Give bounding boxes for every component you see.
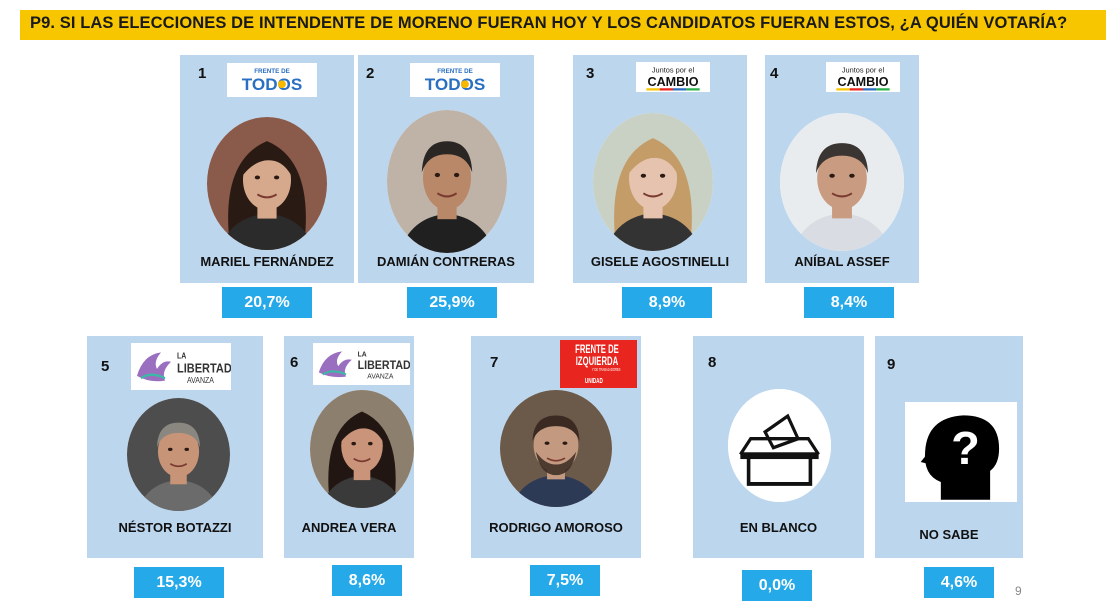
- svg-text:LA: LA: [177, 351, 187, 361]
- header-bar: [20, 10, 1106, 40]
- vote-percentage: 20,7%: [222, 287, 312, 318]
- option-name: GISELE AGOSTINELLI: [590, 254, 730, 269]
- frente-de-todos-logo: FRENTE DE TODOS: [227, 63, 317, 97]
- svg-text:LA: LA: [358, 351, 367, 358]
- svg-text:TODOS: TODOS: [425, 76, 485, 94]
- vote-percentage: 4,6%: [924, 567, 994, 598]
- svg-text:Juntos por el: Juntos por el: [842, 65, 885, 74]
- la-libertad-avanza-logo: LA LIBERTAD AVANZA: [131, 343, 231, 390]
- question-head-icon: ?: [905, 402, 1017, 502]
- svg-text:CAMBIO: CAMBIO: [838, 75, 889, 89]
- svg-text:FRENTE DE: FRENTE DE: [254, 68, 290, 75]
- svg-text:FRENTE DE: FRENTE DE: [437, 68, 473, 75]
- svg-text:TODOS: TODOS: [242, 76, 302, 94]
- option-number: 5: [101, 358, 110, 375]
- option-number: 2: [366, 65, 375, 82]
- svg-text:Y DE TRABAJADORES: Y DE TRABAJADORES: [592, 368, 621, 373]
- candidate-photo-damian-contreras: [387, 110, 507, 253]
- juntos-por-el-cambio-logo: Juntos por el CAMBIO: [826, 62, 900, 92]
- option-name: NÉSTOR BOTAZZI: [118, 520, 232, 535]
- svg-text:UNIDAD: UNIDAD: [585, 378, 603, 385]
- option-name: ANÍBAL ASSEF: [794, 254, 890, 269]
- vote-percentage: 0,0%: [742, 570, 812, 601]
- svg-text:AVANZA: AVANZA: [367, 374, 393, 381]
- la-libertad-avanza-logo: LA LIBERTAD AVANZA: [313, 343, 410, 385]
- option-number: 3: [586, 65, 595, 82]
- vote-percentage: 25,9%: [407, 287, 497, 318]
- candidate-photo-nestor-botazzi: [127, 398, 230, 511]
- vote-percentage: 8,4%: [804, 287, 894, 318]
- page-title: P9. SI LAS ELECCIONES DE INTENDENTE DE M…: [30, 14, 1068, 32]
- vote-percentage: 7,5%: [530, 565, 600, 596]
- svg-text:AVANZA: AVANZA: [187, 375, 215, 385]
- svg-text:?: ?: [951, 422, 980, 474]
- page-number: 9: [1015, 584, 1022, 598]
- juntos-por-el-cambio-logo: Juntos por el CAMBIO: [636, 62, 710, 92]
- candidate-photo-gisele-agostinelli: [593, 113, 713, 251]
- candidate-photo-mariel-fernandez: [207, 117, 327, 250]
- option-name: EN BLANCO: [739, 520, 818, 535]
- frente-de-izquierda-logo: FRENTE DE IZQUIERDA Y DE TRABAJADORES UNIDA…: [560, 340, 637, 388]
- option-number: 9: [887, 356, 896, 373]
- vote-percentage: 15,3%: [134, 567, 224, 598]
- svg-text:FRENTE DE: FRENTE DE: [575, 344, 619, 357]
- option-number: 6: [290, 354, 299, 371]
- vote-percentage: 8,9%: [622, 287, 712, 318]
- option-name: ANDREA VERA: [301, 520, 397, 535]
- option-name: DAMIÁN CONTRERAS: [377, 254, 515, 269]
- option-name: RODRIGO AMOROSO: [489, 520, 623, 535]
- option-name: MARIEL FERNÁNDEZ: [200, 254, 334, 269]
- ballot-box-icon: [728, 389, 831, 502]
- option-name: NO SABE: [919, 527, 979, 542]
- option-number: 7: [490, 354, 499, 371]
- svg-text:LIBERTAD: LIBERTAD: [358, 360, 410, 372]
- frente-de-todos-logo: FRENTE DE TODOS: [410, 63, 500, 97]
- option-number: 8: [708, 354, 717, 371]
- candidate-photo-rodrigo-amoroso: [500, 390, 612, 507]
- option-number: 1: [198, 65, 207, 82]
- svg-text:CAMBIO: CAMBIO: [648, 75, 699, 89]
- vote-percentage: 8,6%: [332, 565, 402, 596]
- svg-text:IZQUIERDA: IZQUIERDA: [576, 356, 619, 369]
- svg-text:LIBERTAD: LIBERTAD: [177, 361, 231, 376]
- svg-text:Juntos por el: Juntos por el: [652, 65, 695, 74]
- option-number: 4: [770, 65, 779, 82]
- candidate-photo-andrea-vera: [310, 390, 414, 508]
- candidate-photo-anibal-assef: [780, 113, 904, 251]
